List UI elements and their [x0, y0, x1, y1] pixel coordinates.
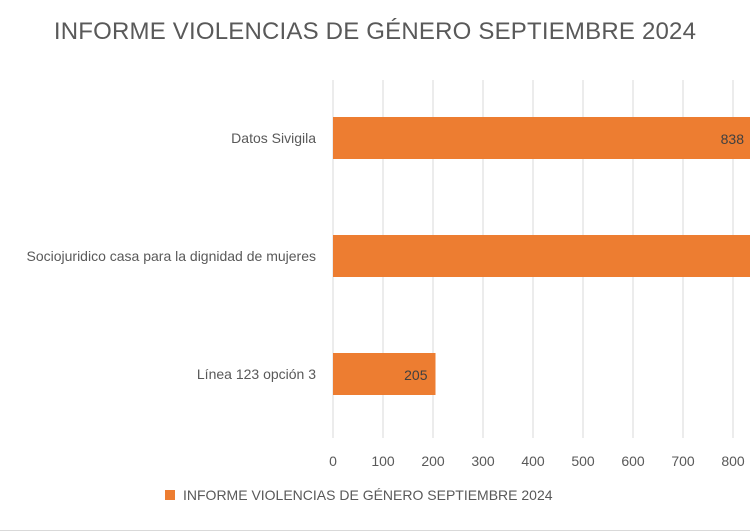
legend-swatch	[165, 490, 175, 500]
bar	[333, 353, 436, 395]
chart-title: INFORME VIOLENCIAS DE GÉNERO SEPTIEMBRE …	[53, 18, 697, 45]
x-tick-label: 200	[421, 453, 445, 469]
category-label: Sociojuridico casa para la dignidad de m…	[26, 248, 316, 264]
legend: INFORME VIOLENCIAS DE GÉNERO SEPTIEMBRE …	[165, 487, 553, 503]
x-tick-label: 400	[521, 453, 545, 469]
x-tick-label: 0	[329, 453, 337, 469]
x-tick-label: 700	[671, 453, 695, 469]
x-tick-label: 500	[571, 453, 595, 469]
bar	[333, 235, 750, 277]
category-label: Línea 123 opción 3	[197, 366, 316, 382]
x-tick-label: 300	[471, 453, 495, 469]
x-tick-label: 800	[721, 453, 745, 469]
x-tick-label: 100	[371, 453, 395, 469]
data-label: 838	[721, 131, 745, 147]
category-label: Datos Sivigila	[231, 130, 316, 146]
bar	[333, 117, 750, 159]
data-label: 205	[404, 367, 428, 383]
x-tick-label: 600	[621, 453, 645, 469]
legend-label: INFORME VIOLENCIAS DE GÉNERO SEPTIEMBRE …	[183, 487, 553, 503]
